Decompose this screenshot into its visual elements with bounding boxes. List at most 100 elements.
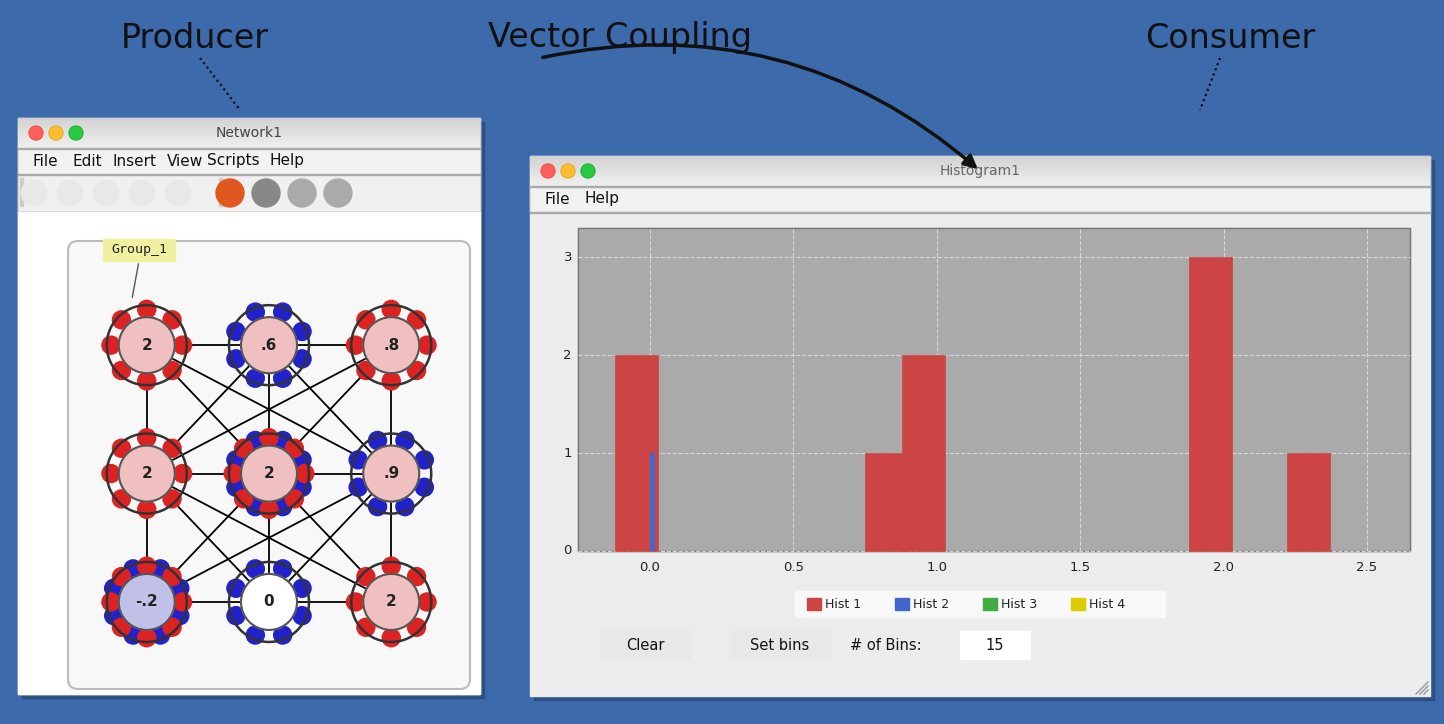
Bar — [530, 164, 1430, 165]
Bar — [578, 228, 1409, 551]
Text: Hist 4: Hist 4 — [1089, 597, 1125, 610]
Circle shape — [396, 432, 414, 450]
Circle shape — [113, 568, 130, 586]
Circle shape — [163, 361, 180, 379]
Text: Network1: Network1 — [215, 126, 283, 140]
Circle shape — [227, 579, 245, 597]
Circle shape — [173, 465, 192, 483]
Circle shape — [227, 607, 245, 625]
Bar — [530, 184, 1430, 185]
Circle shape — [163, 618, 180, 636]
Bar — [20, 178, 23, 206]
Circle shape — [29, 126, 43, 140]
Text: Consumer: Consumer — [1145, 22, 1315, 54]
Bar — [17, 211, 479, 694]
Circle shape — [383, 300, 400, 319]
Circle shape — [170, 579, 189, 597]
Text: 3: 3 — [563, 251, 572, 264]
Bar — [530, 165, 1430, 166]
Bar — [1287, 453, 1330, 551]
Circle shape — [274, 626, 292, 644]
Text: Histogram1: Histogram1 — [940, 164, 1021, 178]
Circle shape — [104, 579, 123, 597]
Bar — [534, 160, 1434, 700]
Bar — [983, 598, 996, 610]
Circle shape — [137, 429, 156, 447]
Circle shape — [241, 445, 297, 502]
Bar — [530, 186, 1430, 187]
Bar — [530, 156, 1430, 157]
Circle shape — [383, 557, 400, 575]
Circle shape — [247, 432, 264, 450]
Text: 0.0: 0.0 — [640, 561, 660, 574]
Bar — [530, 176, 1430, 177]
Bar — [530, 212, 1430, 213]
Bar — [530, 160, 1430, 161]
Circle shape — [419, 336, 436, 354]
Bar — [17, 129, 479, 130]
Bar — [530, 168, 1430, 169]
Circle shape — [293, 451, 310, 469]
FancyBboxPatch shape — [68, 241, 469, 689]
Circle shape — [349, 479, 367, 496]
Bar — [17, 121, 479, 122]
Text: View: View — [168, 153, 204, 169]
Circle shape — [104, 607, 123, 625]
Circle shape — [163, 568, 180, 586]
Bar — [17, 140, 479, 141]
Bar — [17, 143, 479, 144]
Circle shape — [129, 180, 155, 206]
Text: 2.5: 2.5 — [1356, 561, 1378, 574]
Circle shape — [293, 579, 310, 597]
Circle shape — [296, 465, 313, 483]
Text: 15: 15 — [986, 638, 1004, 652]
Circle shape — [163, 490, 180, 508]
Circle shape — [274, 560, 292, 578]
Circle shape — [118, 445, 175, 502]
Circle shape — [124, 560, 142, 578]
Bar — [17, 174, 479, 175]
Text: Help: Help — [270, 153, 305, 169]
Text: 2.0: 2.0 — [1213, 561, 1235, 574]
Bar — [22, 122, 484, 698]
Bar — [530, 171, 1430, 172]
Bar — [219, 178, 222, 206]
Circle shape — [173, 593, 192, 611]
Circle shape — [113, 361, 130, 379]
Circle shape — [364, 574, 419, 630]
Text: Edit: Edit — [72, 153, 101, 169]
Bar — [103, 239, 175, 261]
Bar — [530, 158, 1430, 159]
Circle shape — [224, 465, 243, 483]
Circle shape — [274, 369, 292, 387]
Circle shape — [152, 560, 169, 578]
Circle shape — [407, 311, 426, 329]
Text: Insert: Insert — [113, 153, 156, 169]
Bar — [530, 175, 1430, 176]
Circle shape — [357, 568, 375, 586]
Bar — [17, 138, 479, 139]
Circle shape — [217, 179, 244, 207]
Circle shape — [22, 180, 48, 206]
Bar — [865, 453, 908, 551]
Circle shape — [364, 317, 419, 373]
Circle shape — [347, 336, 364, 354]
Text: 2: 2 — [142, 337, 152, 353]
Bar — [960, 631, 1030, 659]
Text: .8: .8 — [383, 337, 400, 353]
Text: # of Bins:: # of Bins: — [851, 638, 921, 652]
Bar — [530, 181, 1430, 182]
Text: 0.5: 0.5 — [783, 561, 804, 574]
Circle shape — [113, 311, 130, 329]
Circle shape — [274, 497, 292, 515]
Text: 1: 1 — [563, 447, 572, 460]
Circle shape — [260, 500, 279, 518]
Bar — [17, 137, 479, 138]
Bar — [530, 159, 1430, 160]
Bar — [895, 598, 910, 610]
Circle shape — [227, 479, 245, 496]
Bar — [530, 180, 1430, 181]
Text: Help: Help — [583, 192, 619, 206]
Circle shape — [49, 126, 64, 140]
Text: 1.5: 1.5 — [1070, 561, 1090, 574]
